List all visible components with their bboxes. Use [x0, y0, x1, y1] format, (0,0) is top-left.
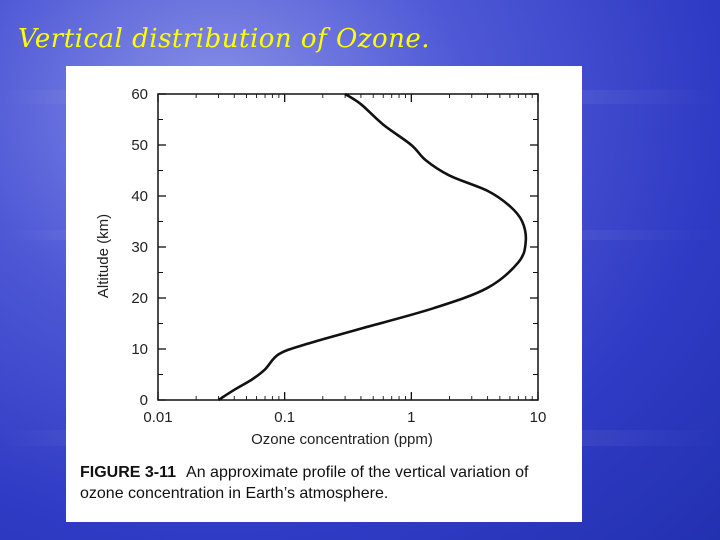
- y-tick-label: 40: [131, 188, 148, 205]
- figure-caption-label: FIGURE 3-11: [80, 464, 177, 481]
- x-axis-title: Ozone concentration (ppm): [251, 431, 433, 448]
- y-axis-title: Altitude (km): [95, 214, 112, 298]
- chart-ticks: 0 10 20 30 40 50 60 0.01 0.1 1 10: [131, 86, 546, 426]
- ozone-profile-chart: 0 10 20 30 40 50 60 0.01 0.1 1 10 Ozone concentrat…: [95, 86, 546, 448]
- x-tick-label: 1: [407, 409, 415, 426]
- x-tick-label: 0.01: [143, 409, 172, 426]
- y-tick-label: 10: [131, 341, 148, 358]
- slide-title: Vertical distribution of Ozone.: [18, 24, 431, 54]
- y-tick-label: 0: [140, 392, 148, 409]
- y-tick-label: 20: [131, 290, 148, 307]
- figure-caption: FIGURE 3-11 An approximate profile of the…: [80, 462, 570, 504]
- x-tick-label: 0.1: [274, 409, 295, 426]
- y-tick-label: 60: [131, 86, 148, 103]
- figure-caption-text: An approximate profile of the vertical v…: [80, 464, 529, 502]
- ozone-profile-line: [217, 92, 528, 402]
- chart-axes: [157, 93, 539, 401]
- chart-series-layer: [217, 92, 528, 402]
- y-tick-label: 30: [131, 239, 148, 256]
- plot-frame: [157, 93, 539, 401]
- y-tick-label: 50: [131, 137, 148, 154]
- figure-panel: 0 10 20 30 40 50 60 0.01 0.1 1 10 Ozone concentrat…: [66, 66, 582, 522]
- x-tick-label: 10: [530, 409, 547, 426]
